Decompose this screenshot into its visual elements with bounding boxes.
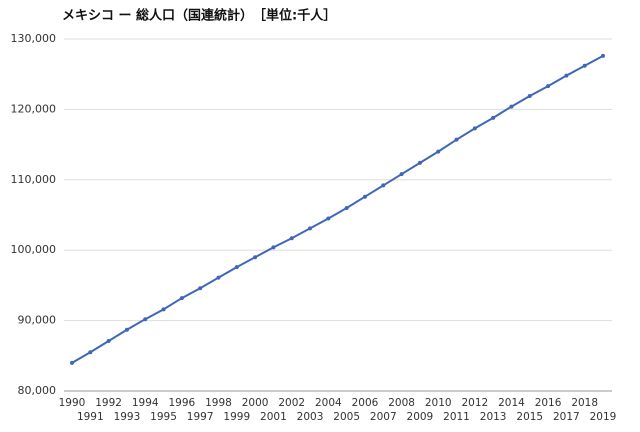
- data-point: [399, 172, 404, 177]
- x-tick-label: 2000: [242, 397, 269, 409]
- x-tick-label: 1997: [187, 411, 214, 423]
- y-tick-label: 90,000: [18, 314, 57, 327]
- x-tick-label: 2001: [260, 411, 287, 423]
- data-point: [564, 73, 569, 78]
- x-tick-label: 2005: [333, 411, 360, 423]
- x-tick-label: 2006: [352, 397, 379, 409]
- x-tick-label: 2018: [571, 397, 598, 409]
- data-point: [198, 286, 203, 291]
- data-point: [417, 160, 422, 165]
- x-tick-label: 2008: [388, 397, 415, 409]
- y-tick-label: 130,000: [11, 32, 57, 45]
- y-tick-label: 80,000: [18, 384, 57, 397]
- x-tick-label: 1999: [223, 411, 250, 423]
- x-tick-label: 2015: [516, 411, 543, 423]
- x-tick-label: 2002: [278, 397, 305, 409]
- y-tick-label: 120,000: [11, 102, 57, 115]
- x-tick-label: 2013: [480, 411, 507, 423]
- data-point: [308, 226, 313, 231]
- data-point: [70, 360, 74, 365]
- data-point: [234, 265, 239, 270]
- data-point: [326, 216, 331, 221]
- x-tick-label: 2009: [407, 411, 434, 423]
- data-point: [601, 53, 605, 58]
- x-tick-label: 1998: [205, 397, 232, 409]
- data-point: [546, 84, 551, 89]
- data-point: [527, 94, 532, 99]
- x-tick-label: 2011: [443, 411, 470, 423]
- data-point: [491, 115, 496, 120]
- data-line: [71, 55, 604, 364]
- data-point: [454, 137, 459, 142]
- data-point: [362, 194, 367, 199]
- y-tick-label: 100,000: [11, 243, 57, 256]
- data-point: [344, 205, 349, 210]
- x-tick-label: 1992: [95, 397, 122, 409]
- data-point: [124, 327, 129, 332]
- x-tick-label: 2003: [297, 411, 324, 423]
- x-tick-label: 2004: [315, 397, 342, 409]
- data-point: [289, 236, 294, 241]
- data-point: [216, 275, 221, 280]
- data-point: [106, 339, 111, 344]
- data-point: [582, 63, 587, 68]
- data-point: [509, 104, 514, 109]
- x-tick-label: 1993: [114, 411, 141, 423]
- x-tick-label: 2019: [590, 411, 617, 423]
- x-tick-label: 1990: [59, 397, 86, 409]
- y-tick-label: 110,000: [11, 173, 57, 186]
- x-tick-label: 1991: [77, 411, 104, 423]
- chart-title: メキシコ ー 総人口（国連統計） ［単位:千人］: [62, 8, 336, 24]
- data-point: [143, 317, 148, 322]
- data-point: [436, 149, 441, 154]
- data-point: [161, 307, 166, 312]
- x-tick-label: 2016: [535, 397, 562, 409]
- data-point: [179, 296, 184, 301]
- data-point: [88, 350, 93, 355]
- data-point: [381, 183, 386, 188]
- data-point: [472, 126, 477, 131]
- x-tick-label: 2007: [370, 411, 397, 423]
- x-tick-label: 2010: [425, 397, 452, 409]
- x-tick-label: 2012: [461, 397, 488, 409]
- x-tick-label: 1996: [168, 397, 195, 409]
- x-tick-label: 2014: [498, 397, 525, 409]
- x-tick-label: 1994: [132, 397, 159, 409]
- data-point: [253, 255, 258, 260]
- x-tick-label: 1995: [150, 411, 177, 423]
- data-point: [271, 245, 276, 250]
- x-tick-label: 2017: [553, 411, 580, 423]
